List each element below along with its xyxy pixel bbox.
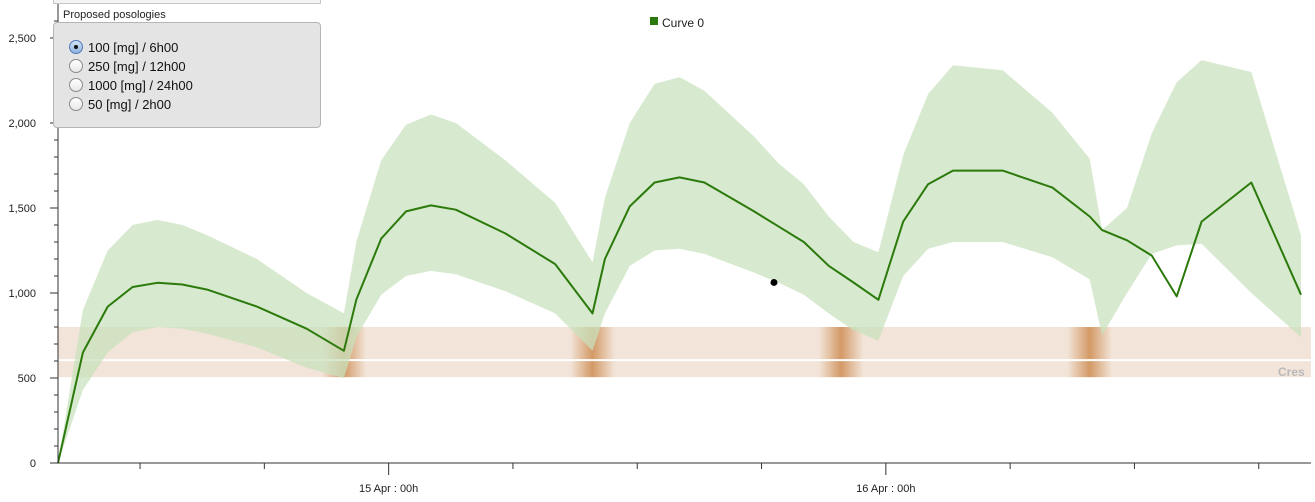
curve-line-layer [57,169,1302,464]
y-tick-label: 1,500 [8,203,36,215]
confidence-area-layer [58,60,1301,463]
posology-option-1[interactable]: 100 [mg] / 6h00 [69,38,178,56]
confidence-area [58,60,1301,463]
y-tick-label: 0 [30,458,36,470]
posology-options-box: 100 [mg] / 6h00 250 [mg] / 12h00 1000 [m… [53,22,321,128]
x-tick-label: 16 Apr : 00h [856,483,915,495]
posology-option-label: 50 [mg] / 2h00 [88,96,172,112]
chart-legend: Curve 0 [650,16,704,30]
radio-button[interactable] [69,97,83,111]
dose-mark [819,327,864,378]
posology-option-3[interactable]: 1000 [mg] / 24h00 [69,76,193,94]
posology-panel-title: Proposed posologies [63,9,166,21]
x-tick-label: 15 Apr : 00h [359,483,418,495]
posology-option-label: 250 [mg] / 12h00 [88,58,186,74]
radio-button-checked[interactable] [69,40,83,54]
panel-tab [53,0,321,4]
y-tick-label: 2,500 [8,33,36,45]
posology-panel: Proposed posologies 100 [mg] / 6h00 250 … [53,0,321,128]
posology-option-label: 100 [mg] / 6h00 [88,39,179,55]
y-tick-label: 2,000 [8,118,36,130]
y-tick-label: 1,000 [8,288,36,300]
axis-layer: 0 500 1,000 1,500 2,000 2,500 15 Apr : 00h 16 A… [8,4,1311,495]
radio-button[interactable] [69,59,83,73]
legend-label: Curve 0 [662,16,704,30]
posology-option-2[interactable]: 250 [mg] / 12h00 [69,57,186,75]
dose-mark [1067,327,1112,378]
legend-swatch [650,17,658,25]
selected-point [770,278,778,286]
radio-button[interactable] [69,78,83,92]
y-tick-label: 500 [18,373,36,385]
curve-0-line [57,169,1302,464]
target-band-label: Cres [1278,365,1305,379]
posology-option-label: 1000 [mg] / 24h00 [88,77,193,93]
posology-option-4[interactable]: 50 [mg] / 2h00 [69,95,171,113]
